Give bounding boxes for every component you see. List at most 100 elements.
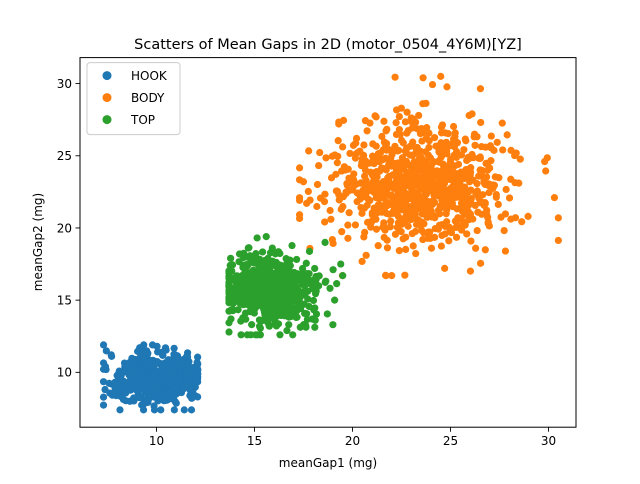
data-point (189, 369, 197, 377)
data-point (435, 221, 444, 229)
data-point (437, 242, 445, 250)
series-hook (99, 341, 202, 414)
data-point (431, 134, 439, 142)
chart-title: Scatters of Mean Gaps in 2D (motor_0504_… (134, 37, 522, 53)
data-point (160, 397, 168, 405)
data-point (349, 141, 358, 149)
data-point (441, 185, 449, 193)
data-point (401, 147, 409, 155)
data-point (460, 146, 468, 154)
x-tick-label: 20 (345, 434, 360, 448)
points-layer (99, 72, 562, 414)
data-point (141, 361, 149, 369)
data-point (380, 117, 388, 125)
data-point (194, 353, 202, 361)
data-point (374, 242, 382, 250)
legend-marker-hook (102, 71, 112, 81)
data-point (344, 221, 352, 229)
data-point (112, 392, 120, 400)
data-point (427, 244, 436, 252)
data-point (321, 278, 329, 286)
data-point (172, 356, 180, 364)
data-point (295, 164, 304, 172)
data-point (382, 272, 390, 280)
data-point (474, 208, 482, 216)
data-point (252, 331, 260, 339)
data-point (367, 158, 375, 167)
data-point (225, 268, 233, 276)
data-point (358, 209, 366, 217)
data-point (299, 300, 307, 309)
data-point (344, 165, 352, 173)
data-point (289, 275, 297, 284)
data-point (228, 305, 237, 313)
data-point (411, 162, 419, 170)
data-point (502, 185, 510, 194)
data-point (305, 247, 314, 255)
legend-marker-body (102, 93, 112, 103)
data-point (419, 74, 427, 82)
data-point (487, 132, 495, 140)
data-point (169, 371, 177, 379)
data-point (351, 221, 360, 229)
data-point (248, 253, 256, 261)
data-point (293, 255, 301, 264)
data-point (194, 393, 202, 401)
data-point (350, 170, 358, 178)
data-point (468, 110, 476, 118)
data-point (157, 368, 165, 376)
data-point (406, 209, 414, 217)
data-point (315, 272, 323, 280)
data-point (243, 262, 251, 270)
data-point (404, 168, 412, 177)
data-point (288, 241, 296, 250)
data-point (357, 204, 365, 212)
y-tick-label: 10 (57, 366, 72, 380)
data-point (248, 294, 256, 302)
data-point (417, 183, 426, 192)
data-point (440, 179, 449, 187)
data-point (180, 406, 188, 414)
data-point (397, 104, 405, 112)
data-point (405, 178, 413, 186)
x-tick-label: 10 (149, 434, 164, 448)
data-point (102, 347, 110, 355)
data-point (239, 314, 247, 322)
data-point (388, 272, 396, 280)
data-point (455, 188, 464, 196)
data-point (345, 186, 353, 195)
data-point (473, 180, 481, 188)
data-point (384, 145, 392, 153)
data-point (116, 406, 124, 414)
data-point (379, 189, 387, 197)
data-point (293, 313, 301, 321)
data-point (424, 205, 432, 213)
data-point (270, 285, 278, 293)
data-point (399, 139, 407, 147)
data-point (524, 212, 532, 220)
legend-label-top: TOP (130, 113, 155, 127)
data-point (446, 158, 455, 166)
data-point (402, 157, 411, 166)
data-point (316, 148, 324, 157)
data-point (435, 158, 444, 166)
data-point (480, 173, 488, 181)
data-point (343, 179, 351, 188)
data-point (225, 296, 233, 304)
data-point (329, 239, 337, 248)
data-point (360, 233, 368, 241)
data-point (373, 202, 382, 211)
data-point (247, 271, 255, 279)
data-point (392, 130, 401, 139)
data-point (171, 384, 179, 392)
data-point (157, 406, 165, 414)
data-point (265, 322, 274, 330)
data-point (402, 233, 410, 241)
data-point (334, 137, 342, 145)
data-point (435, 148, 443, 156)
data-point (258, 248, 267, 256)
data-point (451, 217, 460, 225)
x-tick-label: 15 (247, 434, 262, 448)
data-point (439, 171, 447, 179)
